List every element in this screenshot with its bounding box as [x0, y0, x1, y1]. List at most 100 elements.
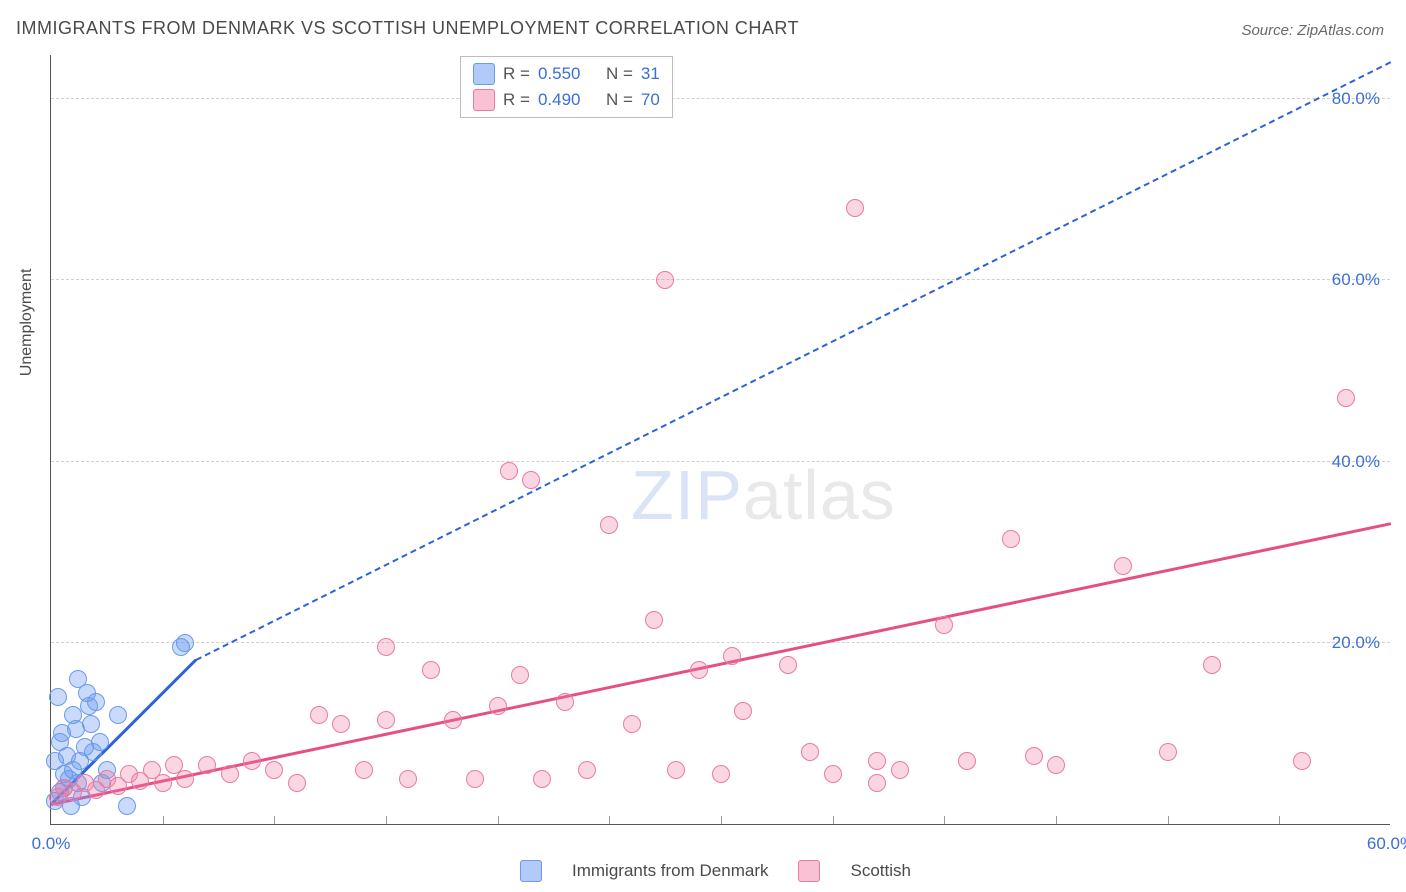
data-point: [1114, 557, 1132, 575]
data-point: [265, 761, 283, 779]
data-point: [1159, 743, 1177, 761]
stats-row-scottish: R = 0.490 N = 70: [473, 87, 660, 113]
data-point: [154, 774, 172, 792]
data-point: [288, 774, 306, 792]
grid-tick-v: [1168, 816, 1169, 824]
grid-line-h: [51, 461, 1390, 462]
legend-label-scottish: Scottish: [850, 861, 910, 881]
legend-label-denmark: Immigrants from Denmark: [572, 861, 768, 881]
data-point: [868, 752, 886, 770]
data-point: [355, 761, 373, 779]
data-point: [422, 661, 440, 679]
grid-tick-v: [833, 816, 834, 824]
y-tick-label: 40.0%: [1332, 452, 1380, 472]
r-label: R =: [503, 90, 530, 110]
data-point: [377, 638, 395, 656]
grid-tick-v: [1056, 816, 1057, 824]
grid-tick-v: [1279, 816, 1280, 824]
data-point: [1047, 756, 1065, 774]
x-tick-label: 0.0%: [32, 834, 71, 854]
data-point: [489, 697, 507, 715]
data-point: [511, 666, 529, 684]
data-point: [1293, 752, 1311, 770]
data-point: [82, 715, 100, 733]
chart-title: IMMIGRANTS FROM DENMARK VS SCOTTISH UNEM…: [16, 18, 799, 39]
r-value-denmark: 0.550: [538, 64, 581, 84]
y-tick-label: 20.0%: [1332, 633, 1380, 653]
y-tick-label: 80.0%: [1332, 89, 1380, 109]
r-label: R =: [503, 64, 530, 84]
data-point: [49, 688, 67, 706]
y-tick-label: 60.0%: [1332, 270, 1380, 290]
x-axis-legend: Immigrants from Denmark Scottish: [520, 860, 911, 882]
stats-legend: R = 0.550 N = 31 R = 0.490 N = 70: [460, 56, 673, 118]
legend-swatch-denmark-x: [520, 860, 542, 882]
data-point: [243, 752, 261, 770]
n-label: N =: [606, 64, 633, 84]
data-point: [466, 770, 484, 788]
data-point: [444, 711, 462, 729]
data-point: [198, 756, 216, 774]
data-point: [645, 611, 663, 629]
data-point: [935, 616, 953, 634]
data-point: [84, 743, 102, 761]
data-point: [310, 706, 328, 724]
data-point: [667, 761, 685, 779]
grid-tick-v: [944, 816, 945, 824]
x-tick-label: 60.0%: [1367, 834, 1406, 854]
grid-tick-v: [498, 816, 499, 824]
data-point: [533, 770, 551, 788]
data-point: [69, 670, 87, 688]
data-point: [734, 702, 752, 720]
data-point: [176, 634, 194, 652]
legend-swatch-scottish-x: [798, 860, 820, 882]
data-point: [578, 761, 596, 779]
data-point: [500, 462, 518, 480]
data-point: [824, 765, 842, 783]
watermark-atlas: atlas: [743, 456, 896, 534]
y-axis-label: Unemployment: [18, 269, 36, 377]
grid-line-h: [51, 279, 1390, 280]
r-value-scottish: 0.490: [538, 90, 581, 110]
data-point: [1025, 747, 1043, 765]
data-point: [522, 471, 540, 489]
data-point: [1337, 389, 1355, 407]
watermark: ZIPatlas: [631, 455, 896, 535]
grid-tick-v: [163, 816, 164, 824]
plot-area: ZIPatlas 20.0%40.0%60.0%80.0%0.0%60.0%: [50, 55, 1390, 825]
data-point: [109, 706, 127, 724]
source-label: Source: ZipAtlas.com: [1241, 22, 1384, 39]
data-point: [118, 797, 136, 815]
grid-tick-v: [386, 816, 387, 824]
grid-tick-v: [609, 816, 610, 824]
n-label: N =: [606, 90, 633, 110]
data-point: [723, 647, 741, 665]
grid-line-h: [51, 642, 1390, 643]
n-value-denmark: 31: [641, 64, 660, 84]
data-point: [1203, 656, 1221, 674]
data-point: [846, 199, 864, 217]
data-point: [176, 770, 194, 788]
data-point: [51, 733, 69, 751]
legend-swatch-scottish: [473, 89, 495, 111]
data-point: [377, 711, 395, 729]
data-point: [712, 765, 730, 783]
grid-line-h: [51, 98, 1390, 99]
data-point: [868, 774, 886, 792]
stats-row-denmark: R = 0.550 N = 31: [473, 61, 660, 87]
data-point: [779, 656, 797, 674]
grid-tick-v: [721, 816, 722, 824]
data-point: [623, 715, 641, 733]
legend-swatch-denmark: [473, 63, 495, 85]
data-point: [221, 765, 239, 783]
data-point: [80, 697, 98, 715]
data-point: [600, 516, 618, 534]
data-point: [958, 752, 976, 770]
trend-line: [196, 61, 1392, 661]
data-point: [67, 720, 85, 738]
data-point: [690, 661, 708, 679]
grid-tick-v: [274, 816, 275, 824]
data-point: [399, 770, 417, 788]
n-value-scottish: 70: [641, 90, 660, 110]
data-point: [332, 715, 350, 733]
